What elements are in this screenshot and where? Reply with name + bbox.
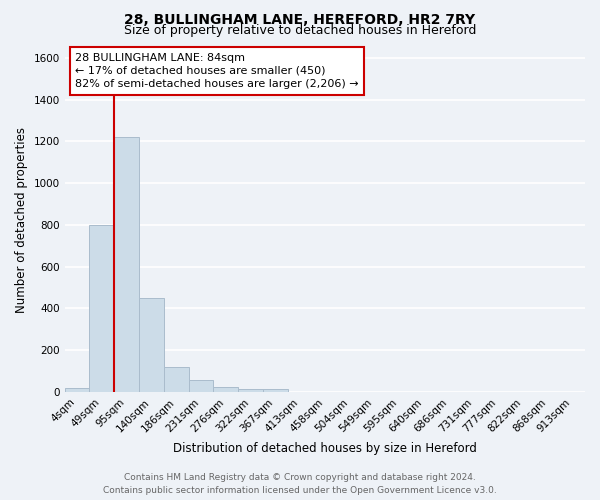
Bar <box>214 386 238 392</box>
Bar <box>65 388 89 392</box>
Bar <box>114 138 139 392</box>
Bar <box>263 389 287 392</box>
Y-axis label: Number of detached properties: Number of detached properties <box>15 126 28 312</box>
Text: 28 BULLINGHAM LANE: 84sqm
← 17% of detached houses are smaller (450)
82% of semi: 28 BULLINGHAM LANE: 84sqm ← 17% of detac… <box>75 52 359 89</box>
X-axis label: Distribution of detached houses by size in Hereford: Distribution of detached houses by size … <box>173 442 477 455</box>
Bar <box>164 367 188 392</box>
Text: Contains HM Land Registry data © Crown copyright and database right 2024.
Contai: Contains HM Land Registry data © Crown c… <box>103 474 497 495</box>
Text: 28, BULLINGHAM LANE, HEREFORD, HR2 7RY: 28, BULLINGHAM LANE, HEREFORD, HR2 7RY <box>124 12 476 26</box>
Bar <box>89 225 114 392</box>
Bar <box>188 380 214 392</box>
Text: Size of property relative to detached houses in Hereford: Size of property relative to detached ho… <box>124 24 476 37</box>
Bar <box>139 298 164 392</box>
Bar <box>238 389 263 392</box>
